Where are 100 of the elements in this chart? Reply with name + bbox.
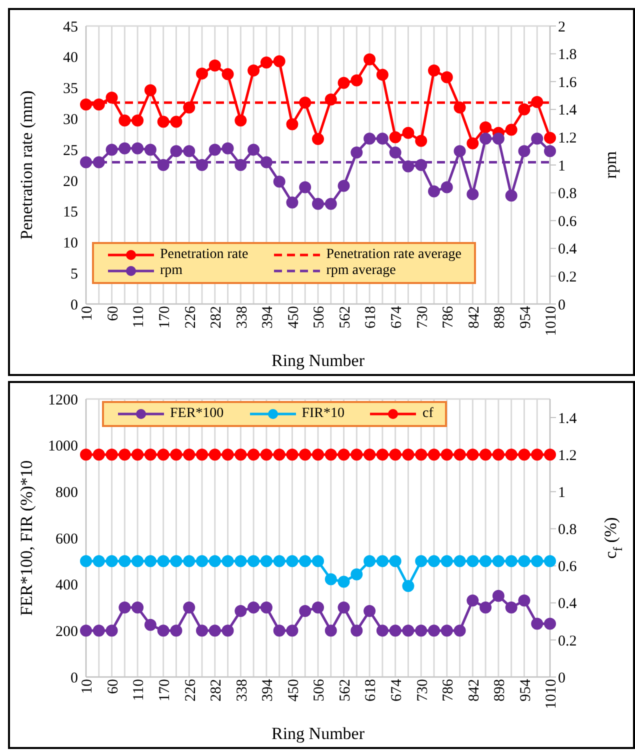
x-tick-label: 226 — [182, 678, 199, 702]
point — [286, 555, 298, 568]
point — [299, 555, 312, 568]
point — [132, 114, 144, 127]
point — [222, 624, 234, 637]
legend-label: FER*100 — [170, 406, 224, 422]
point — [260, 602, 272, 614]
legend-label: cf — [422, 406, 434, 422]
point — [350, 568, 363, 580]
x-tick-label: 954 — [518, 678, 534, 702]
x-tick-label: 60 — [105, 306, 122, 321]
point — [170, 624, 182, 637]
x-tick-label: 282 — [208, 679, 225, 702]
point — [118, 602, 131, 614]
point — [402, 580, 414, 592]
legend-label: Penetration rate — [160, 247, 248, 263]
point — [376, 624, 388, 637]
point — [248, 144, 260, 156]
point — [157, 116, 170, 128]
x-tick-label: 450 — [286, 679, 302, 702]
point — [80, 156, 92, 168]
point — [389, 146, 402, 158]
point — [106, 92, 118, 104]
point — [273, 176, 286, 188]
point — [118, 555, 131, 568]
point — [480, 555, 492, 568]
y-tick-label: 0 — [70, 297, 78, 314]
point — [324, 573, 337, 586]
x-tick-label: 110 — [131, 679, 148, 701]
point — [299, 604, 312, 617]
point — [505, 602, 518, 614]
x-tick-label: 110 — [131, 306, 148, 328]
point — [338, 602, 350, 614]
point — [415, 159, 428, 171]
point — [208, 60, 221, 72]
point — [234, 604, 247, 617]
x-tick-label: 170 — [156, 679, 173, 702]
point — [260, 56, 272, 68]
point — [492, 590, 504, 602]
x-tick-label: 506 — [312, 306, 328, 328]
x-tick-label: 674 — [388, 678, 405, 702]
point — [466, 188, 479, 200]
point — [531, 555, 544, 568]
y-axis-title: Penetration rate (mm) — [16, 90, 36, 240]
point — [248, 64, 260, 76]
point — [144, 618, 156, 631]
point — [402, 126, 414, 139]
point — [544, 132, 556, 144]
point — [428, 185, 440, 198]
point — [80, 624, 92, 637]
point — [183, 102, 196, 114]
point — [518, 103, 530, 116]
y2-tick-label: 1.8 — [558, 47, 577, 64]
y2-tick-label: 2 — [558, 19, 566, 36]
point — [324, 94, 337, 106]
y-tick-label: 10 — [63, 236, 78, 252]
point — [338, 180, 350, 192]
x-axis-title: Ring Number — [271, 724, 365, 743]
point — [260, 555, 272, 568]
y2-tick-label: 1.2 — [558, 130, 577, 147]
point — [492, 555, 504, 568]
x-tick-label: 842 — [466, 679, 482, 702]
point — [389, 555, 402, 568]
x-tick-label: 450 — [286, 306, 302, 328]
y2-tick-label: 0.8 — [558, 186, 577, 202]
y2-tick-label: 1 — [558, 484, 566, 501]
x-tick-label: 394 — [260, 678, 276, 702]
point — [132, 602, 144, 614]
point — [299, 96, 312, 109]
x-tick-label: 394 — [260, 306, 276, 328]
x-tick-label: 1010 — [544, 679, 560, 709]
y2-tick-label: 0.8 — [558, 522, 577, 538]
point — [92, 555, 105, 568]
point — [273, 555, 286, 568]
legend-label: Penetration rate average — [326, 247, 462, 263]
point — [286, 118, 298, 130]
point — [364, 132, 376, 145]
legend-label: FIR*10 — [302, 406, 344, 422]
point — [196, 624, 208, 637]
point — [80, 555, 92, 568]
point — [208, 555, 221, 568]
point — [324, 624, 337, 637]
point — [248, 555, 260, 568]
point — [466, 594, 479, 607]
point — [170, 555, 182, 568]
point — [196, 159, 208, 171]
legend-label: rpm average — [326, 263, 396, 279]
x-tick-label: 786 — [440, 678, 457, 702]
y-tick-label: 1200 — [48, 392, 78, 408]
point — [440, 71, 453, 84]
point — [364, 53, 376, 66]
y2-tick-label: 0.2 — [558, 270, 577, 286]
point — [544, 618, 556, 630]
y-tick-label: 400 — [56, 578, 78, 594]
point — [260, 156, 272, 168]
y2-tick-label: 1.4 — [558, 102, 578, 119]
point — [234, 159, 247, 171]
point — [196, 68, 208, 80]
x-axis-title: Ring Number — [271, 351, 365, 370]
point — [286, 624, 298, 637]
